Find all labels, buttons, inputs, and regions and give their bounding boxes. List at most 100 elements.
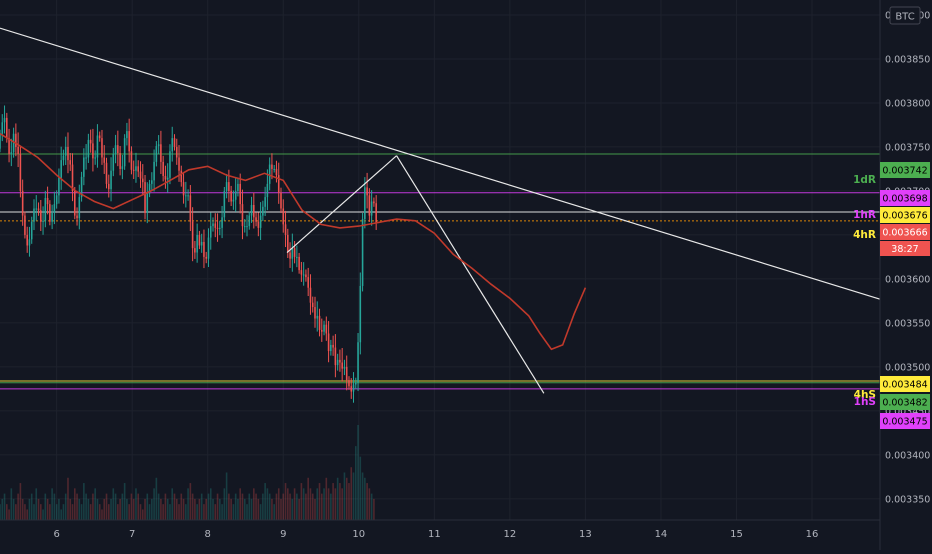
candle-body (110, 170, 112, 190)
candle-body (141, 178, 144, 183)
volume-bar (323, 488, 325, 520)
currency-badge-box (889, 6, 921, 25)
volume-bar (316, 488, 319, 520)
volume-bar (264, 483, 266, 520)
price-tick-label: 0.003400 (885, 450, 930, 461)
volume-bar (73, 488, 76, 520)
volume-bar (209, 488, 212, 520)
volume-bar (198, 498, 201, 520)
volume-bar (123, 483, 126, 520)
volume-bar (126, 498, 128, 520)
volume-bar (155, 477, 158, 520)
volume-bar (105, 493, 108, 520)
candle-body (35, 208, 38, 210)
volume-bar (151, 498, 153, 520)
volume-bar (255, 493, 257, 520)
volume-bar (345, 477, 348, 520)
price-tag-box (880, 224, 930, 240)
candle-body (348, 380, 350, 387)
candle-body (309, 287, 312, 303)
volume-bar (320, 493, 323, 520)
candle-body (332, 344, 334, 348)
candle-body (187, 195, 189, 197)
volume-bar (146, 493, 149, 520)
volume-bar (330, 493, 332, 520)
volume-bar (361, 472, 364, 520)
candle-body (370, 201, 373, 216)
volume-bar (30, 493, 33, 520)
candle-body (366, 187, 368, 196)
volume-bar (137, 493, 140, 520)
volume-bar (80, 504, 83, 520)
volume-bar (96, 498, 99, 520)
volume-bar (10, 488, 13, 520)
candle-body (55, 195, 58, 205)
level-label: 1dR (853, 174, 876, 186)
volume-bar (141, 509, 144, 520)
candle-body (216, 227, 219, 229)
candle-body (253, 205, 255, 218)
volume-bar (207, 493, 210, 520)
volume-bar (12, 498, 15, 520)
candle-body (196, 234, 198, 253)
time-tick-label: 10 (352, 529, 365, 540)
time-tick-label: 8 (205, 529, 211, 540)
candle-body (123, 138, 126, 167)
price-tag-value: 0.003742 (882, 166, 927, 177)
volume-bar (87, 498, 90, 520)
candle-body (10, 152, 13, 154)
volume-bar (64, 493, 67, 520)
candle-body (15, 133, 17, 147)
candle-body (255, 217, 257, 222)
candle-body (307, 277, 309, 288)
countdown-box (880, 241, 930, 256)
candle-body (271, 164, 273, 169)
volume-bar (332, 483, 334, 520)
volume-bar (289, 493, 291, 520)
candle-body (121, 166, 124, 169)
candle-body (164, 175, 167, 180)
currency-badge[interactable]: BTC (889, 6, 921, 25)
candle-body (89, 139, 92, 144)
volume-bar (185, 504, 187, 520)
volume-bar (327, 488, 330, 520)
level-label: 1hR (853, 209, 876, 221)
candle-body (357, 342, 359, 383)
candle-body (105, 162, 108, 184)
time-tick-label: 14 (655, 529, 668, 540)
candle-body (62, 155, 65, 161)
candle-body (336, 359, 339, 366)
candle-body (200, 241, 203, 246)
candle-body (98, 135, 101, 139)
volume-bar (19, 483, 22, 520)
candle-body (345, 366, 348, 381)
volume-bar (148, 504, 151, 520)
candle-body (126, 131, 128, 139)
time-tick-label: 16 (806, 529, 819, 540)
volume-bar (302, 488, 305, 520)
candle-body (160, 144, 162, 162)
volume-bar (232, 504, 235, 520)
candle-body (246, 226, 248, 228)
price-tag-value: 0.003666 (882, 228, 927, 239)
volume-bar (69, 498, 72, 520)
candle-body (19, 153, 22, 191)
candle-body (368, 195, 371, 216)
candle-body (53, 204, 56, 213)
volume-bar (250, 498, 253, 520)
time-axis[interactable]: 6 7 8 9 10 11 12 13 14 15 16 (0, 519, 880, 540)
volume-bar (83, 483, 85, 520)
candle-body (343, 366, 346, 369)
volume-bar (368, 488, 371, 520)
volume-bar (0, 504, 1, 520)
candle-body (107, 183, 110, 190)
candle-body (67, 146, 69, 161)
volume-bar (248, 493, 251, 520)
candle-body (268, 164, 271, 184)
candle-body (6, 117, 8, 139)
candle-body (58, 177, 60, 196)
volume-bar (28, 498, 31, 520)
candle-body (191, 221, 194, 249)
